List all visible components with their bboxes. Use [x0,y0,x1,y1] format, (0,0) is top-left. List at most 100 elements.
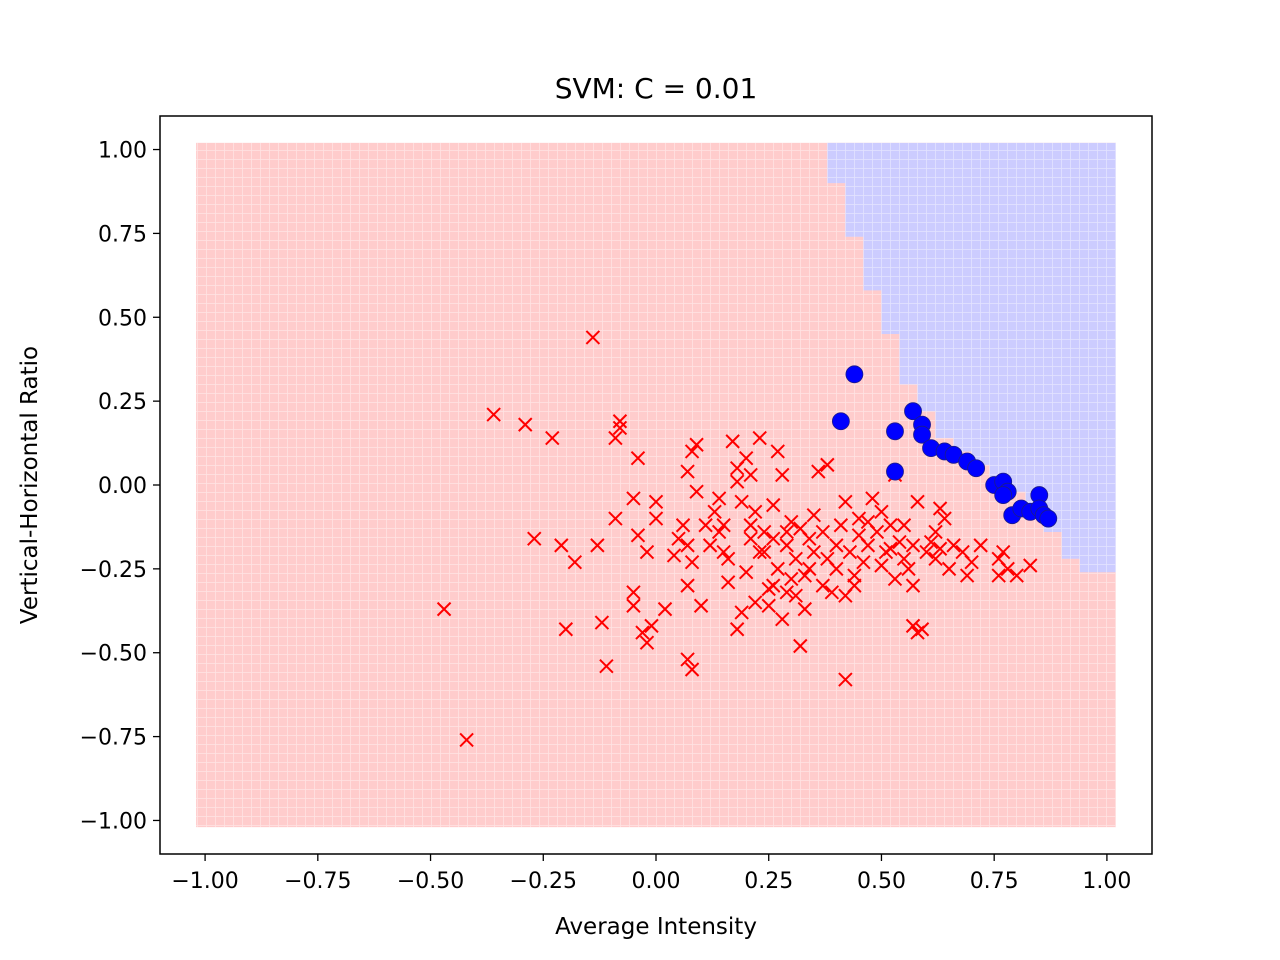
cross-point [874,504,889,520]
cross-point [761,598,776,613]
x-axis-label: Average Intensity [555,914,757,940]
cross-point [937,511,952,526]
x-tick-label: −1.00 [171,869,238,894]
cross-point [558,622,574,637]
cross-point [752,544,767,560]
cross-point [856,554,871,570]
y-tick-label: 0.00 [98,474,147,499]
cross-point [752,430,767,446]
cross-point [729,474,745,489]
cross-point [815,578,831,593]
cross-point [599,658,614,674]
cross-point [779,524,794,540]
cross-point [608,430,623,446]
cross-point [725,434,740,449]
cross-point [666,548,682,563]
cross-point [779,585,794,600]
cross-point [905,538,921,553]
cross-point [824,585,840,600]
cross-point [757,524,772,540]
x-tick-label: 0.50 [857,869,906,894]
cross-point [910,494,925,509]
cross-point [671,531,686,546]
cross-point [973,538,988,553]
cross-point [612,420,628,436]
cross-point [865,491,880,506]
cross-point [711,524,727,540]
cross-point [874,558,889,573]
y-tick-label: 1.00 [98,139,147,164]
cross-point [608,511,623,526]
x-tick-label: −0.50 [397,869,464,894]
cross-point [914,622,930,637]
y-tick-label: −0.25 [80,558,147,583]
cross-point [892,534,907,550]
cross-point [820,457,835,473]
cross-point [635,625,650,640]
cross-point [720,551,736,567]
cross-point [675,518,691,533]
cross-point [693,598,709,613]
cross-point [896,518,912,533]
cross-point [639,544,655,560]
cross-point [829,561,844,577]
cross-point [1000,561,1015,577]
cross-point [734,605,749,620]
cross-point [486,407,501,422]
cross-point [887,571,903,587]
cross-point [738,565,754,580]
y-tick-label: 0.50 [98,306,147,331]
cross-point [860,538,876,553]
region-positive-grid [827,142,1116,573]
cross-point [775,467,790,483]
cross-point [770,561,785,577]
cross-point [1009,568,1024,583]
cross-point [766,578,781,593]
circle-point [967,459,986,478]
cross-point [833,518,849,533]
cross-point [729,622,745,637]
cross-point [932,541,948,556]
cross-point [684,444,700,459]
cross-point [698,518,713,533]
cross-point [797,568,813,583]
y-tick-label: −1.00 [80,809,147,834]
cross-point [594,615,610,630]
cross-point [684,554,700,570]
cross-point [919,544,934,560]
cross-point [716,518,731,533]
y-axis-ticks: −1.00 −0.75 −0.50 −0.25 0.00 0.25 0.50 0.75 1.00 [80,139,160,834]
x-tick-label: 0.75 [970,869,1019,894]
cross-point [554,538,569,553]
cross-point [923,534,939,550]
cross-point [459,732,474,748]
circle-point [904,402,922,421]
cross-point [829,538,844,553]
cross-point [784,571,799,587]
cross-point [775,611,790,627]
cross-point [648,511,664,526]
cross-point [648,494,664,509]
circle-point [831,412,850,431]
cross-point [766,497,781,513]
cross-point [747,504,763,520]
cross-point [806,544,822,560]
circle-point [994,486,1013,504]
cross-point [743,467,758,483]
data-points [436,330,1058,748]
cross-point [680,464,695,479]
cross-point [518,417,533,432]
cross-point [711,491,727,506]
cross-point [802,561,817,577]
cross-point [716,544,731,560]
cross-point [995,544,1011,560]
cross-point [793,638,808,654]
x-tick-label: 0.00 [632,869,681,894]
cross-point [743,531,758,546]
cross-point [928,551,943,567]
cross-point [811,464,826,479]
cross-point [946,538,961,553]
cross-point [797,601,813,617]
cross-point [838,672,853,687]
cross-point [644,618,659,634]
